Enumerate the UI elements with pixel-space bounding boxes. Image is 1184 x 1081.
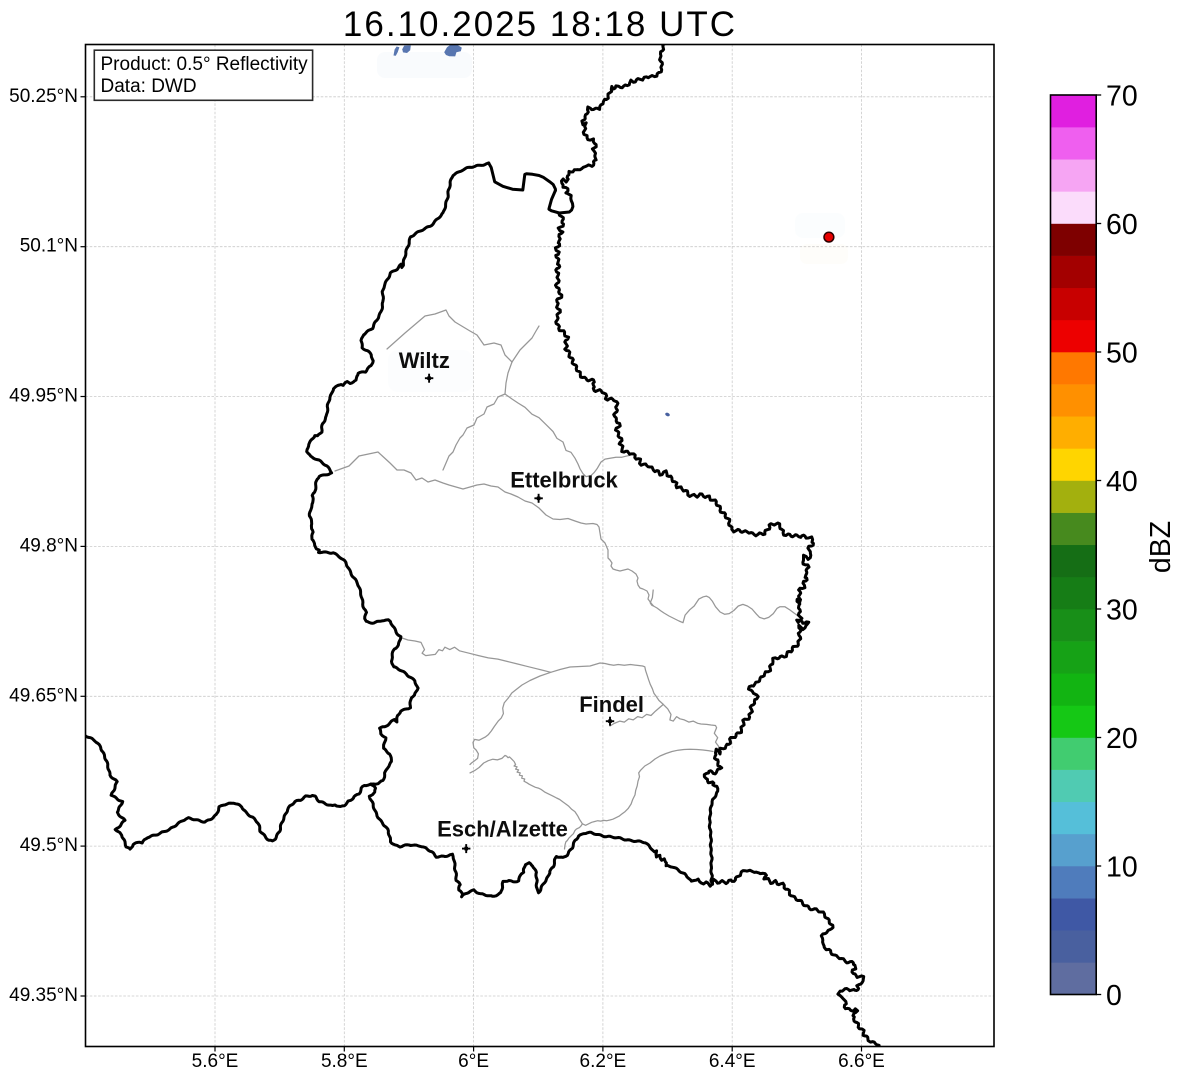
svg-text:6.6°E: 6.6°E bbox=[838, 1051, 885, 1072]
svg-text:20: 20 bbox=[1106, 723, 1138, 755]
svg-text:10: 10 bbox=[1106, 851, 1138, 883]
svg-text:50.1°N: 50.1°N bbox=[20, 236, 78, 257]
svg-text:dBZ: dBZ bbox=[1145, 521, 1177, 573]
svg-text:16.10.2025 18:18 UTC: 16.10.2025 18:18 UTC bbox=[343, 5, 737, 44]
svg-text:6°E: 6°E bbox=[458, 1051, 489, 1072]
svg-text:49.95°N: 49.95°N bbox=[9, 386, 78, 407]
svg-text:49.35°N: 49.35°N bbox=[9, 985, 78, 1006]
svg-text:49.8°N: 49.8°N bbox=[20, 535, 78, 556]
svg-text:5.8°E: 5.8°E bbox=[321, 1051, 368, 1072]
svg-text:5.6°E: 5.6°E bbox=[192, 1051, 239, 1072]
svg-text:50: 50 bbox=[1106, 337, 1138, 369]
svg-text:50.25°N: 50.25°N bbox=[9, 86, 78, 107]
svg-text:6.4°E: 6.4°E bbox=[709, 1051, 756, 1072]
svg-text:Findel: Findel bbox=[579, 692, 644, 717]
svg-text:6.2°E: 6.2°E bbox=[580, 1051, 627, 1072]
svg-text:Wiltz: Wiltz bbox=[399, 348, 450, 373]
svg-text:30: 30 bbox=[1106, 594, 1138, 626]
svg-text:49.5°N: 49.5°N bbox=[20, 835, 78, 856]
svg-text:70: 70 bbox=[1106, 80, 1138, 112]
svg-text:Ettelbruck: Ettelbruck bbox=[510, 468, 618, 493]
svg-text:Data: DWD: Data: DWD bbox=[101, 76, 197, 97]
svg-text:60: 60 bbox=[1106, 209, 1138, 241]
svg-text:0: 0 bbox=[1106, 980, 1122, 1012]
svg-text:49.65°N: 49.65°N bbox=[9, 685, 78, 706]
svg-text:Product: 0.5° Reflectivity: Product: 0.5° Reflectivity bbox=[101, 54, 309, 75]
svg-text:Esch/Alzette: Esch/Alzette bbox=[437, 817, 568, 842]
svg-text:40: 40 bbox=[1106, 466, 1138, 498]
